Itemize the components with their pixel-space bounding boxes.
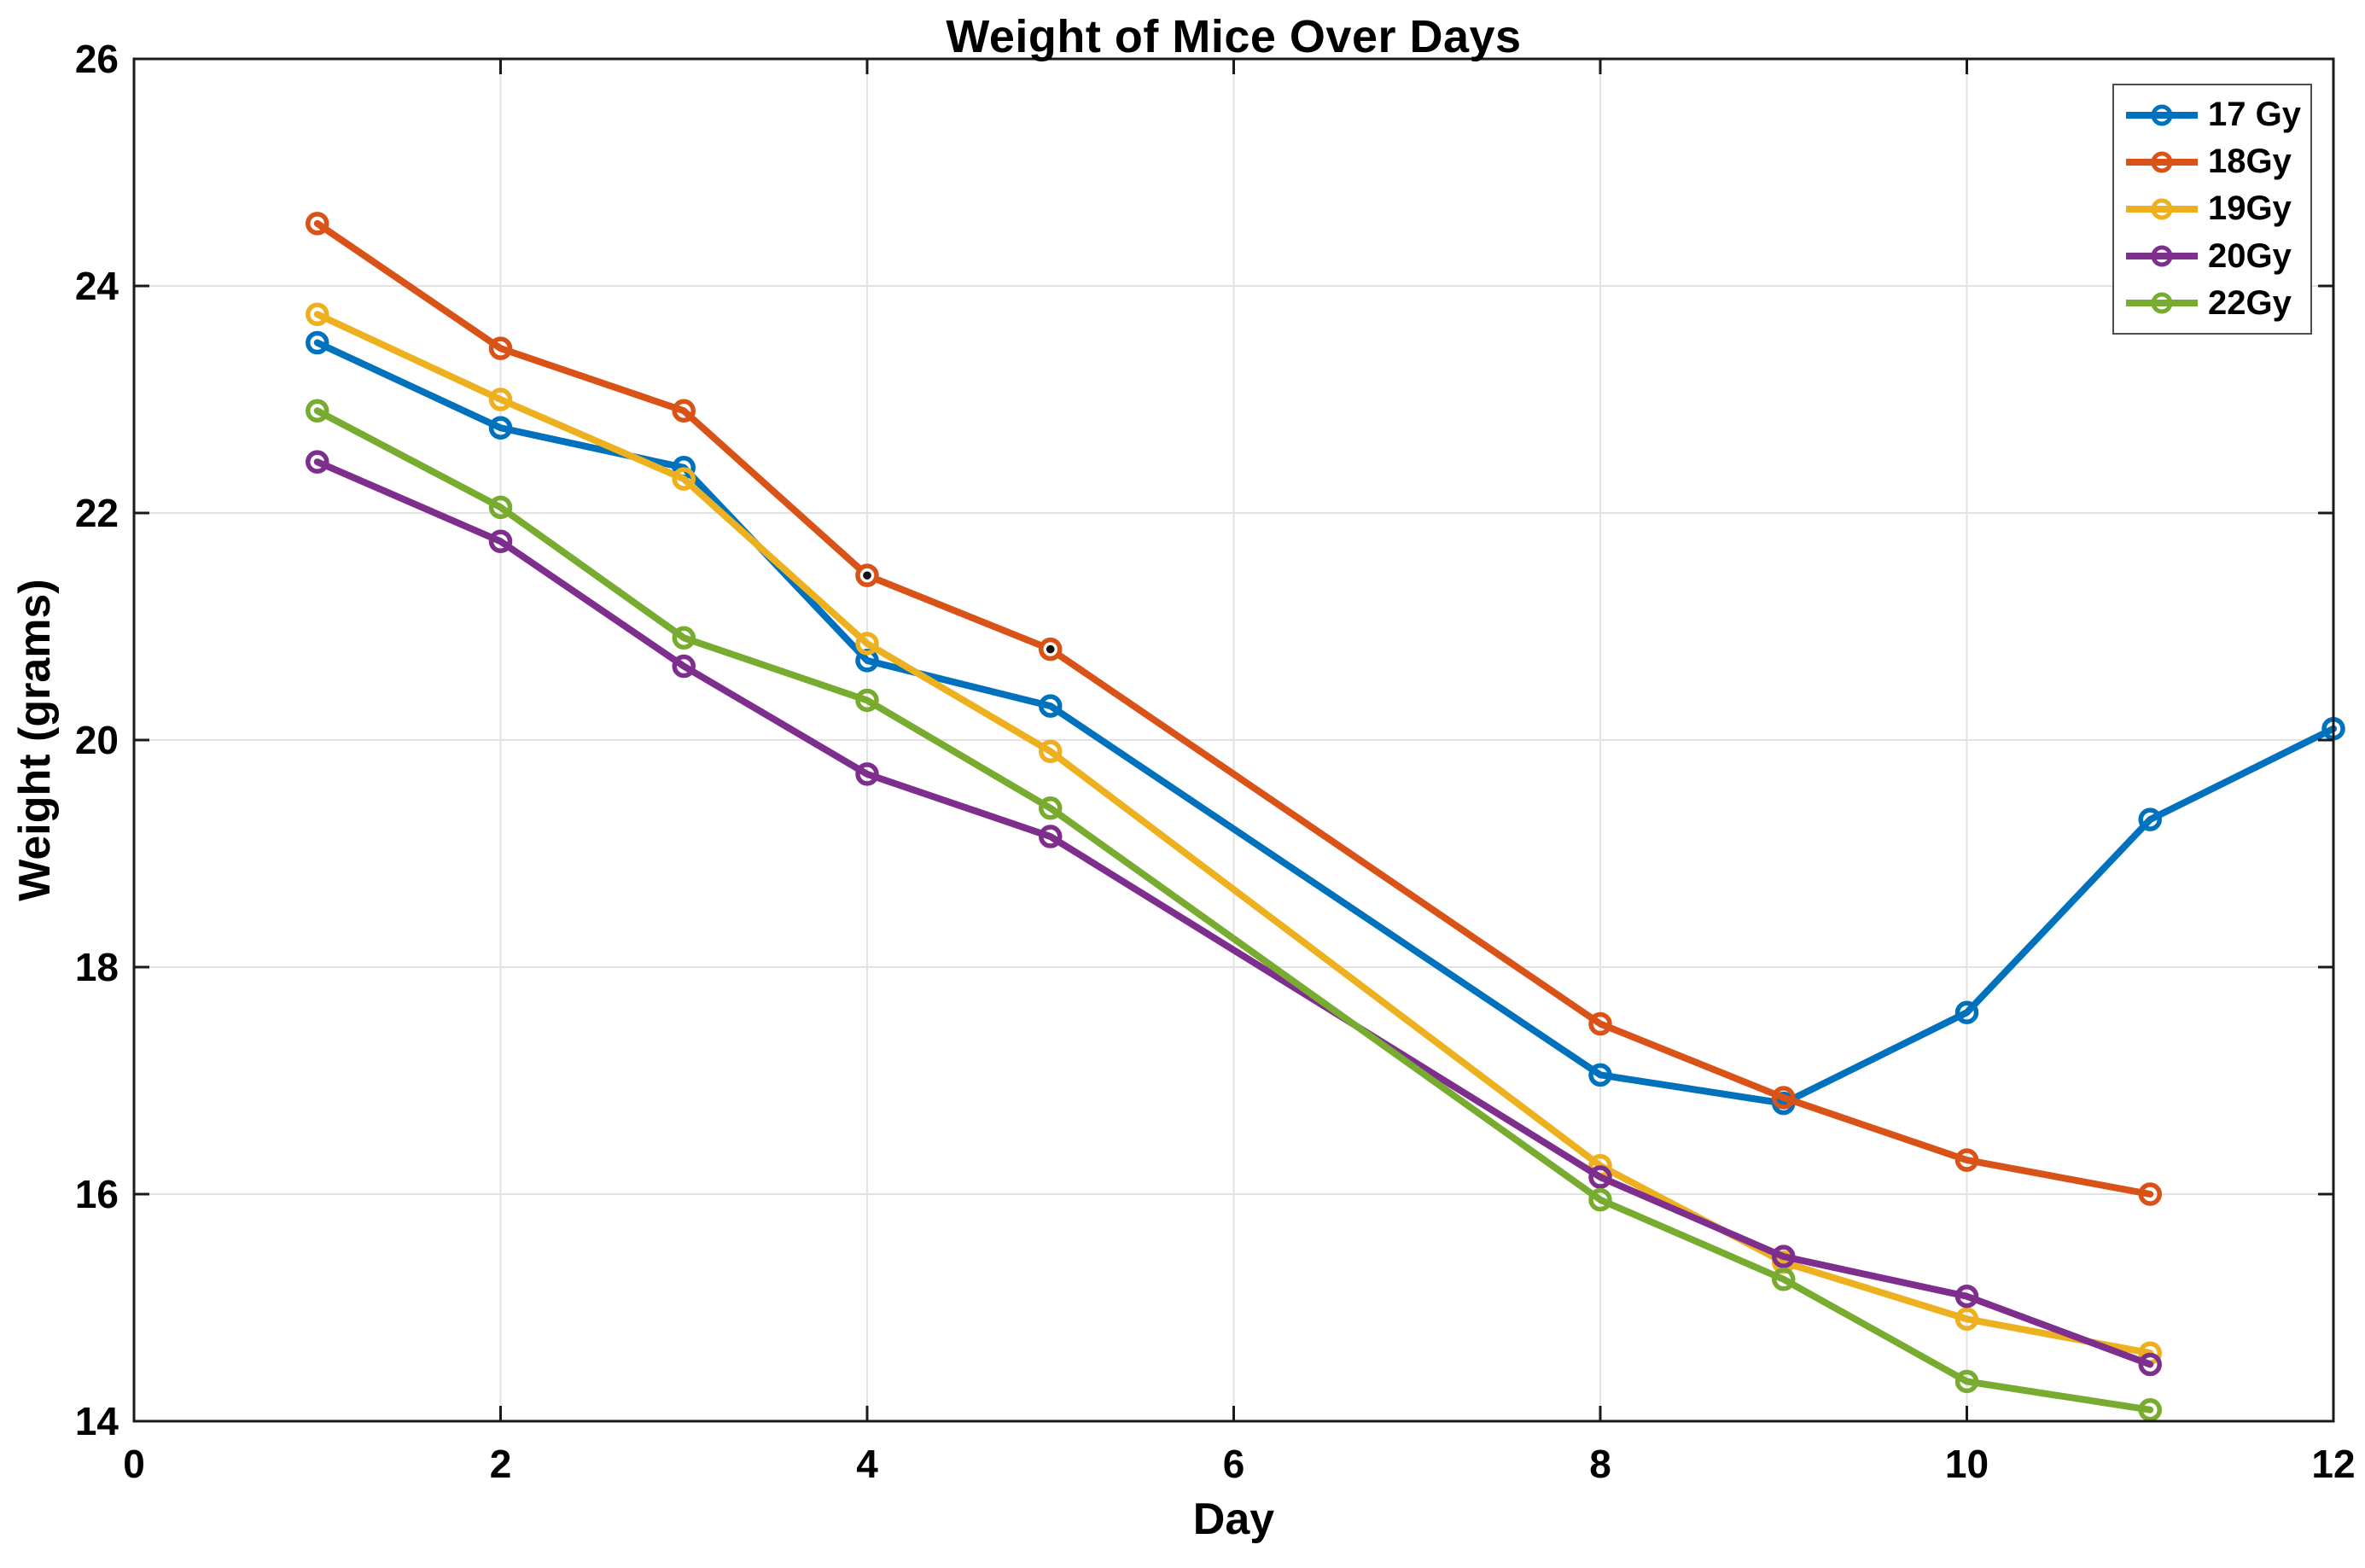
data-point-marker [672,654,696,679]
data-point-marker [1954,1148,1979,1172]
data-point-marker [1588,1063,1612,1087]
series-line [313,339,2337,1107]
legend-label: 22Gy [2208,283,2292,322]
legend-line-sample [2126,198,2198,220]
legend-line-sample [2126,245,2198,267]
data-point-marker [1954,1284,1979,1309]
data-point-marker [855,688,879,713]
legend-entry-19gy: 19Gy [2124,189,2310,228]
data-point-marker [306,330,329,355]
data-point-marker [1954,1369,1979,1394]
data-point-marker [2138,1397,2162,1422]
y-tick-label: 14 [75,1399,119,1443]
data-point-marker [1039,694,1063,718]
data-point-marker [855,762,879,786]
marker-black-dot [863,571,871,580]
legend-sample-marker [2151,104,2173,126]
data-point-marker [488,336,513,360]
series-line [313,407,2154,1414]
data-point-marker [1772,1086,1796,1110]
legend-entry-22gy: 22Gy [2124,284,2310,323]
axes [132,57,2335,1423]
legend-sample-marker [2151,292,2173,314]
legend-line-sample [2126,151,2198,173]
x-tick-label: 10 [1945,1442,1989,1486]
legend-label: 18Gy [2208,143,2292,181]
series-17-gy [306,330,2345,1116]
series-line [313,311,2154,1357]
legend-sample-marker [2151,198,2173,220]
data-point-marker [488,529,513,553]
data-point-marker [2138,1182,2162,1206]
data-point-marker [2138,807,2162,831]
data-point-marker [855,632,879,656]
data-point-marker [1954,1307,1979,1332]
data-point-marker [1954,1000,1979,1024]
data-point-marker [1588,1165,1612,1189]
legend-label: 19Gy [2208,189,2292,228]
data-point-marker [1772,1244,1796,1268]
x-tick-label: 12 [2311,1442,2355,1486]
data-point-marker [1039,796,1063,820]
series-line [313,458,2154,1368]
series-22gy [306,399,2162,1422]
legend-sample-marker [2151,245,2173,267]
data-point-marker [672,399,696,423]
y-tick-label: 18 [75,945,119,989]
data-point-marker [1588,1187,1612,1212]
data-point-marker [672,467,696,491]
data-point-marker [488,388,513,411]
legend-sample-marker [2151,151,2173,173]
y-tick-label: 20 [75,718,119,762]
legend-line-sample [2126,104,2198,126]
chart-title: Weight of Mice Over Days [946,11,1522,62]
data-point-marker [488,416,513,440]
legend-label: 20Gy [2208,236,2292,275]
marker-black-dot [1046,644,1055,654]
legend-label: 17 Gy [2208,96,2301,134]
x-tick-label: 0 [123,1442,145,1486]
data-point-marker [1039,739,1063,764]
series-20gy [306,450,2162,1377]
x-axis-label: Day [1192,1495,1275,1544]
y-tick-label: 26 [75,37,119,81]
series-18gy [306,212,2162,1206]
data-point-marker [306,302,329,326]
legend-entry-17-gy: 17 Gy [2124,96,2310,134]
x-tick-label: 8 [1589,1442,1611,1486]
legend-entry-18gy: 18Gy [2124,143,2310,181]
x-tick-label: 2 [490,1442,512,1486]
y-tick-label: 24 [75,264,119,308]
y-axis-label-container: Weight (grams) [5,59,65,1421]
legend: 17 Gy 18Gy 19Gy 20Gy 22Gy [2112,84,2312,335]
data-point-marker [306,450,329,474]
data-point-marker [306,399,329,423]
x-tick-label: 4 [856,1442,878,1486]
data-point-marker [1588,1011,1612,1036]
data-point-marker [306,212,329,236]
y-axis-label: Weight (grams) [10,579,61,901]
data-point-marker [488,495,513,520]
data-point-marker [1772,1268,1796,1291]
legend-line-sample [2126,292,2198,314]
y-tick-label: 22 [75,491,119,535]
legend-entry-20gy: 20Gy [2124,237,2310,276]
data-point-marker [1039,825,1063,848]
y-tick-label: 16 [75,1172,119,1216]
gridlines [133,58,2334,1422]
data-point-marker [672,626,696,650]
data-point-marker [2138,1352,2162,1377]
x-tick-label: 6 [1223,1442,1245,1486]
series-19gy [306,302,2162,1365]
